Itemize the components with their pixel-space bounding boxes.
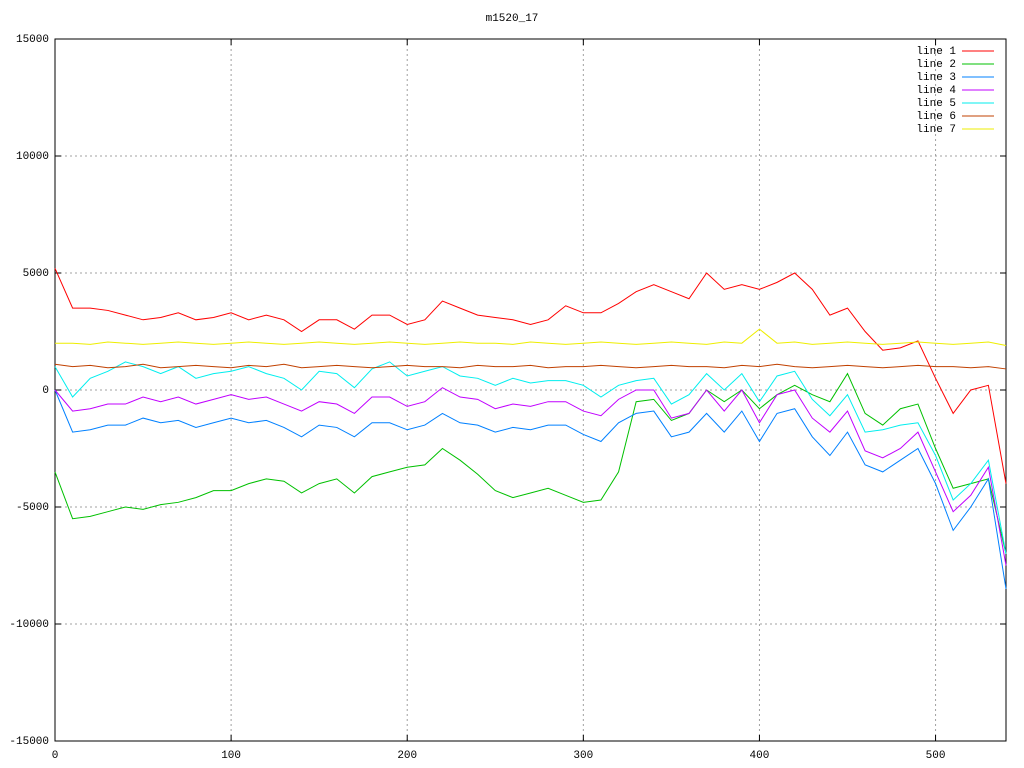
series-line	[54, 372, 1007, 554]
y-tick-label: 10000	[16, 151, 49, 163]
legend-label: line 7	[916, 124, 956, 136]
legend-label: line 6	[916, 111, 956, 123]
x-tick-label: 100	[221, 750, 241, 762]
series-line	[54, 363, 1007, 370]
legend-label: line 3	[916, 72, 956, 84]
legend-label: line 5	[916, 98, 956, 110]
legend-label: line 4	[916, 85, 956, 97]
x-tick-label: 200	[397, 750, 417, 762]
legend-label: line 2	[916, 59, 956, 71]
y-tick-label: -15000	[9, 736, 49, 748]
series-line	[55, 328, 1007, 347]
y-tick-label: 0	[42, 385, 49, 397]
series-line	[54, 387, 1007, 566]
y-tick-label: 5000	[23, 268, 49, 280]
y-tick-label: -10000	[9, 619, 49, 631]
chart-title: m1520_17	[486, 13, 539, 25]
x-tick-label: 0	[52, 750, 59, 762]
x-tick-label: 500	[926, 750, 946, 762]
y-tick-label: 15000	[16, 34, 49, 46]
series-line	[54, 389, 1007, 589]
series-line	[54, 361, 1007, 554]
x-tick-label: 300	[573, 750, 593, 762]
x-tick-label: 400	[750, 750, 770, 762]
y-tick-label: -5000	[16, 502, 49, 514]
series-line	[54, 268, 1007, 484]
legend-label: line 1	[916, 46, 956, 58]
